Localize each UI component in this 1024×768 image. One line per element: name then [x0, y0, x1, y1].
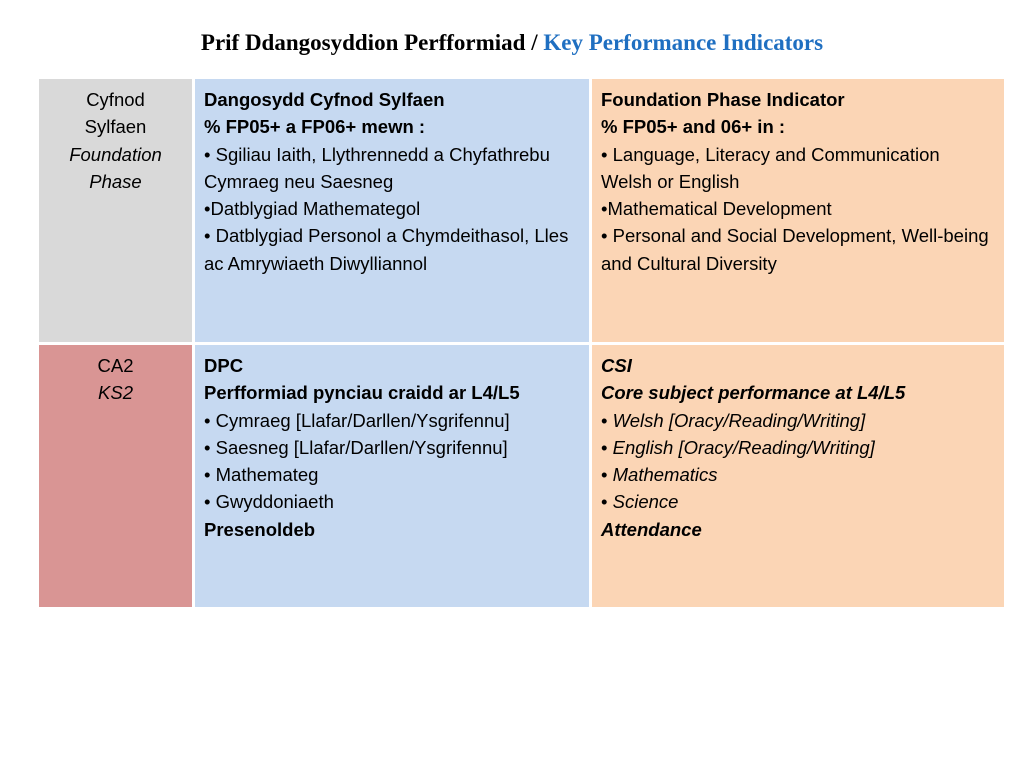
cell-subheading: Perfformiad pynciau craidd ar L4/L5: [204, 382, 520, 404]
list-item: • Welsh [Oracy/Reading/Writing]: [601, 407, 995, 434]
page-title: Prif Ddangosyddion Perfformiad / Key Per…: [0, 28, 1024, 58]
cell-heading: CSI: [601, 355, 632, 376]
cell-subheading: Core subject performance at L4/L5: [601, 382, 906, 404]
list-item: • Language, Literacy and Communication W…: [601, 143, 940, 192]
list-item: • Science: [601, 488, 995, 515]
label-english-line1: Foundation: [69, 143, 162, 165]
cell-footer: Presenoldeb: [204, 518, 316, 540]
cell-english-foundation-phase: Foundation Phase Indicator % FP05+ and 0…: [589, 76, 1007, 345]
kpi-table: Cyfnod Sylfaen Foundation Phase Dangosyd…: [36, 76, 1007, 610]
row-label-foundation-phase: Cyfnod Sylfaen Foundation Phase: [36, 76, 195, 345]
bullet: •: [601, 409, 613, 431]
cell-welsh-foundation-phase: Dangosydd Cyfnod Sylfaen % FP05+ a FP06+…: [192, 76, 592, 345]
title-english: Key Performance Indicators: [543, 30, 824, 55]
list-item-text: Mathematics: [612, 464, 718, 486]
cell-english-ks2: CSI Core subject performance at L4/L5 • …: [589, 342, 1007, 610]
bullet: •: [601, 464, 613, 486]
cell-subheading: % FP05+ a FP06+ mewn :: [204, 116, 426, 138]
list-item-text: Science: [612, 491, 679, 513]
table-row-foundation-phase: Cyfnod Sylfaen Foundation Phase Dangosyd…: [36, 76, 1007, 345]
list-item: • English [Oracy/Reading/Writing]: [601, 434, 995, 461]
list-item: • Mathemateg: [204, 464, 319, 486]
label-welsh-line1: Cyfnod: [86, 89, 145, 110]
bullet: •: [601, 491, 613, 513]
cell-heading: Dangosydd Cyfnod Sylfaen: [204, 89, 445, 110]
label-english-line1: KS2: [98, 382, 133, 404]
list-item: • Cymraeg [Llafar/Darllen/Ysgrifennu]: [204, 409, 510, 431]
label-welsh-line2: Sylfaen: [84, 116, 147, 138]
list-item: • Sgiliau Iaith, Llythrennedd a Chyfathr…: [204, 143, 550, 192]
list-item: •Datblygiad Mathemategol: [204, 198, 421, 220]
label-welsh-line1: CA2: [97, 355, 134, 376]
label-english-line2: Phase: [89, 170, 142, 192]
list-item: • Datblygiad Personol a Chymdeithasol, L…: [204, 225, 569, 274]
list-item-text: Welsh [Oracy/Reading/Writing]: [612, 409, 866, 431]
cell-welsh-ks2: DPC Perfformiad pynciau craidd ar L4/L5 …: [192, 342, 592, 610]
list-item: •Mathematical Development: [601, 198, 832, 220]
cell-subheading: % FP05+ and 06+ in :: [601, 116, 786, 138]
list-item: • Saesneg [Llafar/Darllen/Ysgrifennu]: [204, 436, 508, 458]
cell-heading: DPC: [204, 355, 244, 376]
bullet: •: [601, 436, 613, 458]
list-item: • Gwyddoniaeth: [204, 491, 334, 513]
list-item: • Mathematics: [601, 461, 995, 488]
list-item-text: English [Oracy/Reading/Writing]: [612, 436, 875, 458]
title-welsh: Prif Ddangosyddion Perfformiad /: [200, 30, 538, 55]
cell-heading: Foundation Phase Indicator: [601, 89, 845, 110]
list-item: • Personal and Social Development, Well-…: [601, 225, 989, 274]
row-label-ks2: CA2 KS2: [36, 342, 195, 610]
table-row-ks2: CA2 KS2 DPC Perfformiad pynciau craidd a…: [36, 342, 1007, 610]
cell-footer: Attendance: [601, 518, 702, 540]
